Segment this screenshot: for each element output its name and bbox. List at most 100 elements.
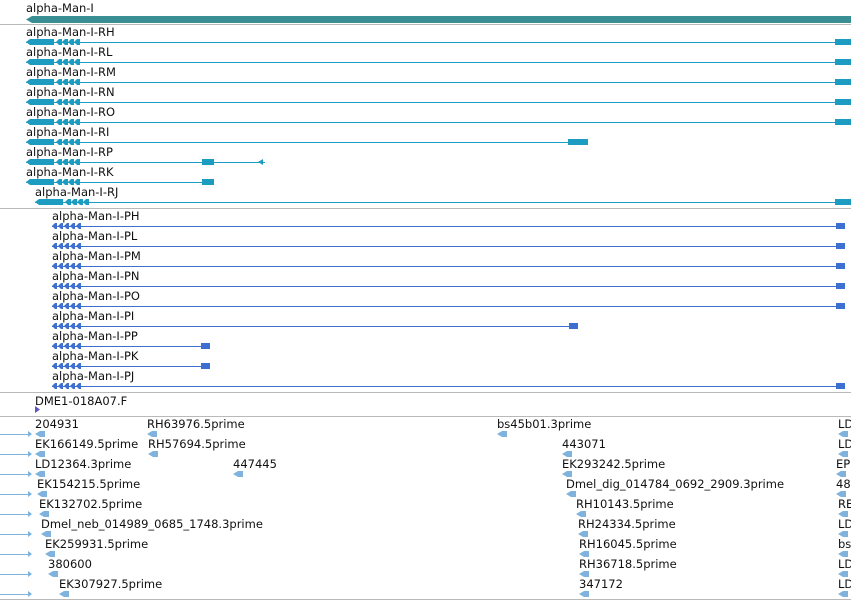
est-label[interactable]: 48 xyxy=(836,477,851,491)
est-feature[interactable] xyxy=(838,570,851,578)
est-label[interactable]: RE xyxy=(838,497,851,511)
est-label[interactable]: RH63976.5prime xyxy=(147,417,245,431)
est-feature[interactable] xyxy=(39,510,99,518)
transcript-label[interactable]: alpha-Man-I-RO xyxy=(26,105,116,119)
transcript-label[interactable]: alpha-Man-I-RJ xyxy=(35,185,119,199)
protein-feature[interactable] xyxy=(52,222,847,230)
protein-label[interactable]: alpha-Man-I-PI xyxy=(52,309,135,323)
est-feature[interactable] xyxy=(836,490,851,498)
est-label[interactable]: RH36718.5prime xyxy=(579,557,677,571)
transcript-label[interactable]: alpha-Man-I-RN xyxy=(26,85,115,99)
est-label[interactable]: EK166149.5prime xyxy=(35,437,139,451)
est-feature[interactable] xyxy=(0,570,32,578)
transcript-feature[interactable] xyxy=(26,138,590,146)
transcript-feature[interactable] xyxy=(26,178,216,186)
transcript-feature[interactable] xyxy=(26,58,851,66)
est-label[interactable]: EK154215.5prime xyxy=(37,477,141,491)
est-feature[interactable] xyxy=(0,430,32,438)
protein-label[interactable]: alpha-Man-I-PN xyxy=(52,269,140,283)
est-label[interactable]: 204931 xyxy=(35,417,79,431)
est-label[interactable]: LD xyxy=(838,417,851,431)
est-feature[interactable] xyxy=(35,470,95,478)
est-feature[interactable] xyxy=(562,450,622,458)
est-feature[interactable] xyxy=(579,550,639,558)
transcript-label[interactable]: alpha-Man-I-RI xyxy=(26,125,110,139)
est-label[interactable]: LD xyxy=(838,437,851,451)
est-feature[interactable] xyxy=(148,450,208,458)
est-label[interactable]: LD12364.3prime xyxy=(35,457,132,471)
est-feature[interactable] xyxy=(838,510,851,518)
est-feature[interactable] xyxy=(0,490,32,498)
transcript-label[interactable]: alpha-Man-I-RH xyxy=(26,25,115,39)
est-label[interactable]: bs45b01.3prime xyxy=(497,417,592,431)
est-label[interactable]: RH57694.5prime xyxy=(148,437,246,451)
protein-feature[interactable] xyxy=(52,362,212,370)
est-feature[interactable] xyxy=(59,590,119,598)
transcript-label[interactable]: alpha-Man-I-RL xyxy=(26,45,113,59)
est-feature[interactable] xyxy=(562,470,622,478)
protein-feature[interactable] xyxy=(52,262,847,270)
est-feature[interactable] xyxy=(233,470,293,478)
est-feature[interactable] xyxy=(838,430,851,438)
est-label[interactable]: EK307927.5prime xyxy=(59,577,163,591)
protein-label[interactable]: alpha-Man-I-PM xyxy=(52,249,141,263)
transcript-feature[interactable] xyxy=(26,98,851,106)
protein-feature[interactable] xyxy=(52,282,847,290)
est-label[interactable]: Dmel_neb_014989_0685_1748.3prime xyxy=(41,517,263,531)
est-label[interactable]: 443071 xyxy=(562,437,606,451)
est-label[interactable]: EK132702.5prime xyxy=(39,497,143,511)
est-feature[interactable] xyxy=(836,470,851,478)
est-feature[interactable] xyxy=(0,470,32,478)
transcript-feature[interactable] xyxy=(26,78,851,86)
est-feature[interactable] xyxy=(497,430,557,438)
est-feature[interactable] xyxy=(838,550,851,558)
est-feature[interactable] xyxy=(48,570,108,578)
transcript-label[interactable]: alpha-Man-I-RM xyxy=(26,65,116,79)
est-feature[interactable] xyxy=(147,430,207,438)
protein-feature[interactable] xyxy=(52,322,580,330)
est-label[interactable]: bs xyxy=(838,537,851,551)
est-label[interactable]: 347172 xyxy=(579,577,623,591)
protein-label[interactable]: alpha-Man-I-PO xyxy=(52,289,140,303)
est-feature[interactable] xyxy=(838,590,851,598)
est-label[interactable]: EP xyxy=(836,457,851,471)
est-label[interactable]: 380600 xyxy=(48,557,92,571)
est-feature[interactable] xyxy=(0,590,32,598)
transcript-feature[interactable] xyxy=(35,198,851,206)
est-label[interactable]: LD xyxy=(838,577,851,591)
est-label[interactable]: EK293242.5prime xyxy=(562,457,666,471)
est-feature[interactable] xyxy=(35,450,95,458)
est-feature[interactable] xyxy=(576,510,636,518)
est-feature[interactable] xyxy=(41,530,101,538)
transcript-label[interactable]: alpha-Man-I-RP xyxy=(26,145,113,159)
est-feature[interactable] xyxy=(838,450,851,458)
est-label[interactable]: 447445 xyxy=(233,457,277,471)
est-feature[interactable] xyxy=(578,530,638,538)
protein-feature[interactable] xyxy=(52,382,847,390)
est-feature[interactable] xyxy=(579,590,639,598)
protein-feature[interactable] xyxy=(52,342,212,350)
est-feature[interactable] xyxy=(0,510,32,518)
est-feature[interactable] xyxy=(0,550,32,558)
transcript-feature[interactable] xyxy=(26,158,267,166)
protein-feature[interactable] xyxy=(52,242,847,250)
protein-label[interactable]: alpha-Man-I-PP xyxy=(52,329,138,343)
est-label[interactable]: RH10143.5prime xyxy=(576,497,674,511)
est-feature[interactable] xyxy=(45,550,105,558)
est-feature[interactable] xyxy=(37,490,97,498)
est-feature[interactable] xyxy=(35,430,95,438)
protein-feature[interactable] xyxy=(52,302,847,310)
est-feature[interactable] xyxy=(0,450,32,458)
gene-feature[interactable] xyxy=(26,16,851,36)
est-feature[interactable] xyxy=(579,570,639,578)
protein-label[interactable]: alpha-Man-I-PL xyxy=(52,229,138,243)
protein-label[interactable]: alpha-Man-I-PK xyxy=(52,349,139,363)
transcript-feature[interactable] xyxy=(26,38,851,46)
protein-label[interactable]: alpha-Man-I-PJ xyxy=(52,369,135,383)
transcript-feature[interactable] xyxy=(26,118,851,126)
clone-label[interactable]: DME1-018A07.F xyxy=(35,394,128,408)
transcript-label[interactable]: alpha-Man-I-RK xyxy=(26,165,114,179)
est-label[interactable]: RH16045.5prime xyxy=(579,537,677,551)
est-label[interactable]: Dmel_dig_014784_0692_2909.3prime xyxy=(566,477,785,491)
est-label[interactable]: EK259931.5prime xyxy=(45,537,149,551)
